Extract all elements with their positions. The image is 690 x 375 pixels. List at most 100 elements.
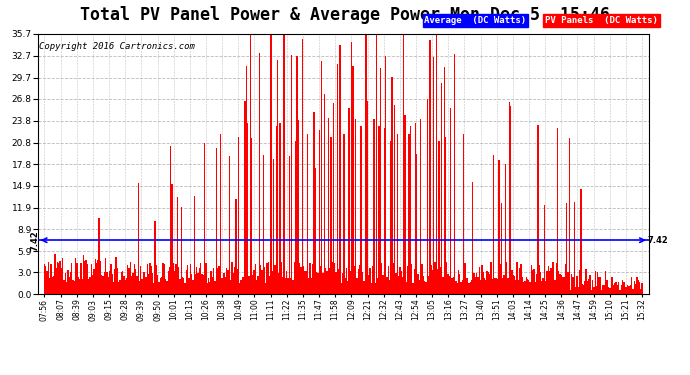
Bar — [321, 61, 322, 294]
Bar — [573, 202, 575, 294]
Bar — [210, 271, 212, 294]
Bar — [184, 283, 186, 294]
Bar — [190, 264, 191, 294]
Bar — [338, 269, 339, 294]
Bar — [473, 273, 475, 294]
Bar — [168, 271, 169, 294]
Bar — [362, 272, 363, 294]
Bar — [479, 267, 480, 294]
Bar — [43, 264, 45, 294]
Bar — [564, 264, 566, 294]
Bar — [388, 266, 389, 294]
Bar — [49, 278, 50, 294]
Bar — [502, 278, 504, 294]
Bar — [92, 275, 93, 294]
Bar — [511, 270, 513, 294]
Bar — [143, 272, 144, 294]
Bar — [322, 273, 324, 294]
Bar — [177, 196, 178, 294]
Bar — [114, 270, 115, 294]
Bar — [226, 268, 228, 294]
Bar — [104, 272, 105, 294]
Bar — [222, 278, 224, 294]
Bar — [106, 272, 108, 294]
Bar — [480, 280, 482, 294]
Bar — [579, 270, 580, 294]
Bar — [635, 284, 636, 294]
Bar — [310, 278, 312, 294]
Bar — [282, 277, 284, 294]
Bar — [500, 264, 501, 294]
Bar — [402, 277, 403, 294]
Bar — [136, 276, 137, 294]
Bar — [93, 269, 95, 294]
Bar — [351, 42, 353, 294]
Bar — [377, 278, 378, 294]
Bar — [469, 283, 470, 294]
Bar — [183, 278, 184, 294]
Bar — [357, 269, 359, 294]
Bar — [435, 34, 437, 294]
Bar — [130, 261, 131, 294]
Bar — [243, 277, 244, 294]
Bar — [50, 264, 52, 294]
Bar — [533, 269, 535, 294]
Bar — [401, 271, 402, 294]
Bar — [397, 134, 398, 294]
Bar — [269, 276, 270, 294]
Bar — [348, 108, 350, 294]
Bar — [495, 278, 497, 294]
Bar — [366, 101, 368, 294]
Bar — [600, 278, 601, 294]
Bar — [277, 60, 278, 294]
Bar — [560, 274, 561, 294]
Bar — [493, 155, 494, 294]
Bar — [598, 277, 600, 294]
Bar — [492, 279, 493, 294]
Bar — [118, 282, 119, 294]
Bar — [230, 280, 231, 294]
Bar — [381, 263, 382, 294]
Bar — [293, 280, 294, 294]
Bar — [102, 276, 103, 294]
Bar — [485, 280, 486, 294]
Bar — [307, 134, 308, 294]
Bar — [415, 123, 416, 294]
Bar — [147, 264, 148, 294]
Bar — [519, 268, 520, 294]
Bar — [191, 274, 193, 294]
Bar — [442, 277, 444, 294]
Bar — [450, 108, 451, 294]
Bar — [244, 102, 246, 294]
Bar — [419, 280, 420, 294]
Bar — [84, 261, 86, 294]
Bar — [489, 274, 491, 294]
Bar — [526, 278, 527, 294]
Bar — [171, 184, 172, 294]
Bar — [527, 279, 528, 294]
Bar — [291, 55, 293, 294]
Bar — [297, 120, 299, 294]
Bar — [411, 264, 413, 294]
Bar — [253, 270, 255, 294]
Bar — [596, 286, 597, 294]
Bar — [529, 282, 531, 294]
Bar — [155, 221, 156, 294]
Bar — [119, 280, 121, 294]
Bar — [567, 272, 569, 294]
Bar — [470, 282, 471, 294]
Bar — [331, 137, 332, 294]
Bar — [467, 278, 469, 294]
Bar — [432, 270, 433, 294]
Bar — [561, 275, 562, 294]
Bar — [193, 196, 195, 294]
Bar — [237, 269, 238, 294]
Bar — [611, 277, 613, 294]
Bar — [440, 267, 441, 294]
Bar — [615, 282, 617, 294]
Bar — [491, 262, 492, 294]
Bar — [235, 200, 237, 294]
Bar — [384, 128, 385, 294]
Bar — [375, 283, 376, 294]
Bar — [580, 189, 582, 294]
